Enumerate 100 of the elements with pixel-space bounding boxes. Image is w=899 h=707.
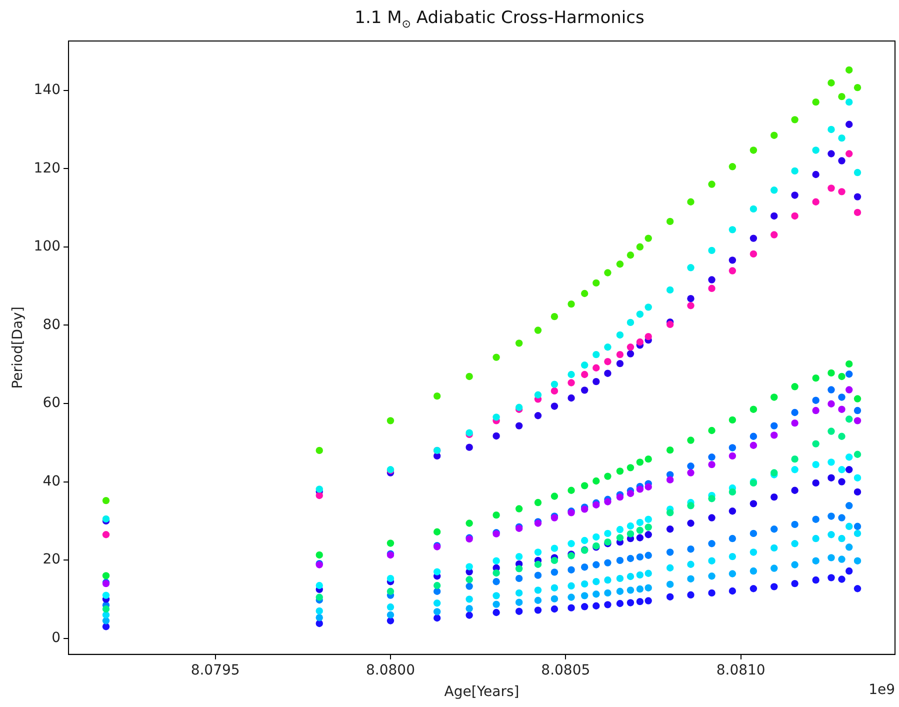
point xyxy=(687,294,694,302)
point xyxy=(838,556,846,563)
x-tick-label: 8.0810 xyxy=(716,662,766,678)
point xyxy=(854,208,862,216)
point xyxy=(550,544,558,552)
point xyxy=(492,432,500,440)
point xyxy=(466,372,473,380)
point xyxy=(316,492,323,500)
point xyxy=(854,585,862,592)
point xyxy=(750,585,758,592)
point xyxy=(791,167,798,175)
point xyxy=(828,79,835,86)
point xyxy=(666,593,674,600)
point xyxy=(812,170,820,178)
point xyxy=(626,554,634,562)
point xyxy=(854,84,862,92)
point xyxy=(616,468,624,475)
point xyxy=(644,597,652,604)
point xyxy=(626,599,634,606)
point xyxy=(854,417,862,424)
point xyxy=(812,98,820,106)
point xyxy=(750,500,758,508)
point xyxy=(828,369,835,377)
point xyxy=(846,98,853,106)
point xyxy=(708,426,716,434)
point xyxy=(626,490,634,498)
point xyxy=(728,256,736,264)
point xyxy=(828,150,835,158)
point xyxy=(828,386,835,394)
point xyxy=(838,478,846,486)
point xyxy=(466,444,473,451)
point xyxy=(626,318,634,326)
point xyxy=(515,608,523,615)
point xyxy=(770,394,778,401)
point xyxy=(770,583,778,590)
point xyxy=(466,576,473,584)
point xyxy=(616,260,624,268)
point xyxy=(433,614,441,622)
point xyxy=(580,370,588,378)
point xyxy=(728,534,736,542)
point xyxy=(386,574,394,582)
point xyxy=(728,488,736,496)
point xyxy=(626,252,634,259)
point xyxy=(636,458,644,466)
y-tick-label: 60 xyxy=(42,395,61,412)
point xyxy=(728,163,736,170)
point xyxy=(515,422,523,430)
point xyxy=(616,350,624,358)
point xyxy=(616,574,624,582)
point xyxy=(580,386,588,394)
point xyxy=(316,594,323,601)
point xyxy=(828,458,835,466)
point xyxy=(466,563,473,570)
point xyxy=(316,582,323,590)
point xyxy=(466,520,473,527)
point xyxy=(386,417,394,424)
point xyxy=(534,498,542,506)
point xyxy=(838,394,846,401)
point xyxy=(550,605,558,613)
point xyxy=(515,589,523,597)
point xyxy=(644,584,652,592)
point xyxy=(550,595,558,602)
point xyxy=(854,557,862,564)
point xyxy=(626,522,634,530)
point xyxy=(102,592,110,599)
point xyxy=(102,572,110,580)
point xyxy=(812,479,820,487)
point xyxy=(846,150,853,158)
point xyxy=(828,531,835,538)
point xyxy=(846,502,853,510)
y-tick-label: 140 xyxy=(34,82,61,98)
point xyxy=(770,422,778,430)
point xyxy=(687,264,694,272)
point xyxy=(750,234,758,242)
point xyxy=(828,126,835,134)
point xyxy=(791,540,798,548)
point xyxy=(568,394,575,402)
point xyxy=(568,582,575,590)
y-axis-title: Period[Day] xyxy=(10,306,26,389)
point xyxy=(708,276,716,284)
point xyxy=(592,378,600,386)
point xyxy=(750,406,758,413)
point xyxy=(102,605,110,613)
point xyxy=(568,370,575,378)
x-tick-label: 8.0800 xyxy=(366,662,415,678)
point xyxy=(854,168,862,176)
point xyxy=(616,588,624,595)
point xyxy=(770,544,778,552)
point xyxy=(534,326,542,334)
point xyxy=(644,531,652,538)
point xyxy=(687,462,694,470)
point xyxy=(636,526,644,534)
point xyxy=(708,454,716,461)
point xyxy=(604,576,612,584)
point xyxy=(828,400,835,408)
point xyxy=(592,602,600,610)
point xyxy=(604,370,612,377)
point xyxy=(616,331,624,339)
point xyxy=(750,530,758,538)
point xyxy=(616,526,624,534)
